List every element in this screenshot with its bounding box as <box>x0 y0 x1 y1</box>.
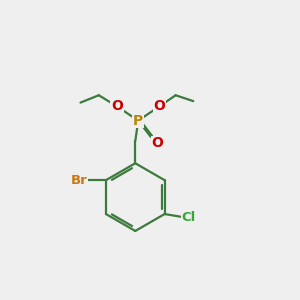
Text: Cl: Cl <box>182 211 196 224</box>
Text: O: O <box>152 136 163 150</box>
Text: P: P <box>133 114 143 128</box>
Text: Br: Br <box>71 174 88 187</box>
Text: O: O <box>111 99 123 113</box>
Text: O: O <box>154 99 165 113</box>
